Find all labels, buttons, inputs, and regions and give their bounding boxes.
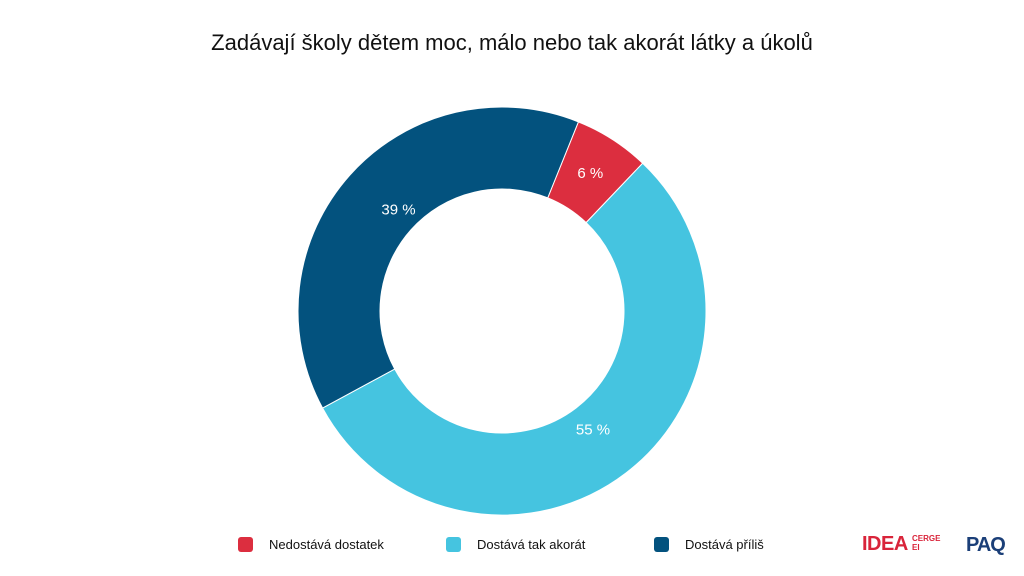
cerge-text: CERGE [912,534,941,543]
slice-tak-akorat [321,162,707,516]
legend-label-nedostava: Nedostává dostatek [269,537,384,552]
legend-item-nedostava: Nedostává dostatek [238,537,384,552]
slice-prilis [297,106,580,409]
legend-swatch-prilis [654,537,669,552]
cerge-ei-logo: CERGE EI [912,534,940,552]
legend-label-tak-akorat: Dostává tak akorát [477,537,586,552]
paq-logo: PAQ [966,534,1006,556]
ei-text: EI [912,543,920,552]
legend-item-tak-akorat: Dostává tak akorát [446,537,585,552]
legend-swatch-nedostava [238,537,253,552]
legend-swatch-tak-akorat [446,537,461,552]
legend: Nedostává dostatek Dostává tak akorát Do… [0,537,1024,557]
idea-logo: IDEA [862,533,908,555]
slice-label-tak-akorat: 55 % [576,421,610,438]
slice-label-nedostava: 6 % [577,165,603,182]
legend-label-prilis: Dostává příliš [685,537,764,552]
legend-item-prilis: Dostává příliš [654,537,764,552]
chart-title: Zadávají školy dětem moc, málo nebo tak … [211,30,813,55]
slice-label-prilis: 39 % [381,201,415,218]
logos: IDEA CERGE EI PAQ [862,532,1014,558]
